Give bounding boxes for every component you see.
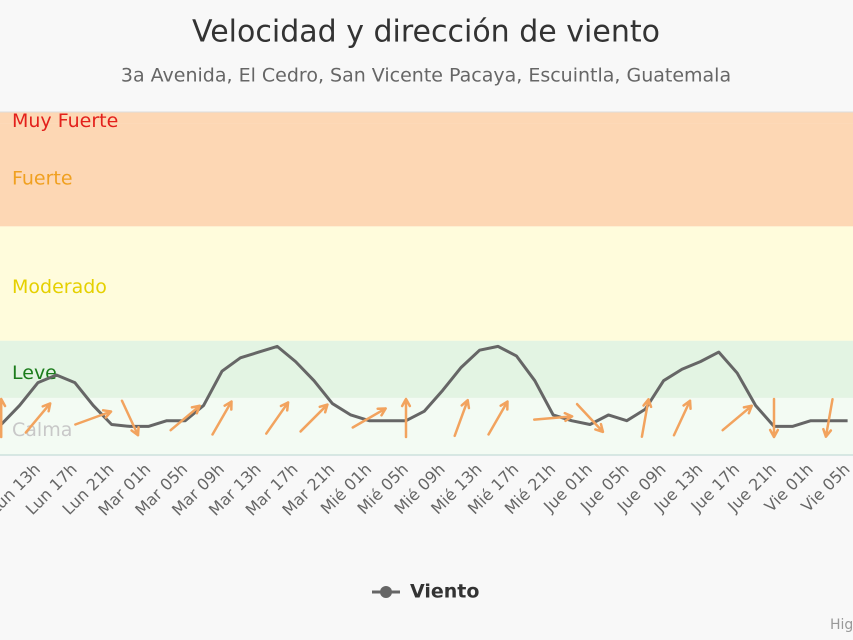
wind-arrow bbox=[400, 397, 412, 439]
wind-arrow bbox=[575, 402, 605, 434]
plot-band bbox=[0, 226, 853, 341]
band-label: Moderado bbox=[12, 276, 107, 298]
wind-arrow bbox=[299, 403, 329, 433]
wind-arrow bbox=[672, 399, 692, 437]
wind-arrow bbox=[169, 404, 202, 432]
plot-band bbox=[0, 123, 853, 227]
band-label: Calma bbox=[12, 419, 72, 441]
legend-label: Viento bbox=[410, 581, 479, 603]
wind-arrow bbox=[487, 400, 509, 436]
line-series bbox=[0, 344, 848, 428]
band-label: Muy Fuerte bbox=[12, 110, 118, 132]
wind-arrow bbox=[822, 398, 834, 438]
plot-band bbox=[0, 112, 853, 124]
credits[interactable]: Highcharts.com bbox=[830, 617, 853, 633]
wind-arrow bbox=[24, 402, 52, 434]
band-label: Leve bbox=[12, 362, 57, 384]
chart-subtitle: 3a Avenida, El Cedro, San Vicente Pacaya… bbox=[121, 65, 731, 87]
legend[interactable]: Viento bbox=[372, 581, 479, 603]
wind-arrow bbox=[533, 411, 574, 423]
wind-arrow bbox=[640, 398, 653, 438]
legend-symbol-marker bbox=[380, 586, 392, 598]
wind-arrow bbox=[265, 401, 290, 435]
wind-arrow bbox=[351, 407, 387, 429]
wind-arrow bbox=[721, 404, 754, 432]
band-label: Fuerte bbox=[12, 167, 73, 189]
chart-title: Velocidad y dirección de viento bbox=[192, 15, 660, 50]
plot-band bbox=[0, 340, 853, 398]
wind-arrow bbox=[120, 399, 140, 437]
wind-arrow bbox=[74, 409, 113, 426]
wind-arrow bbox=[768, 397, 780, 439]
wind-arrow bbox=[211, 400, 233, 436]
wind-arrow bbox=[0, 397, 7, 439]
wind-arrow bbox=[453, 398, 471, 438]
